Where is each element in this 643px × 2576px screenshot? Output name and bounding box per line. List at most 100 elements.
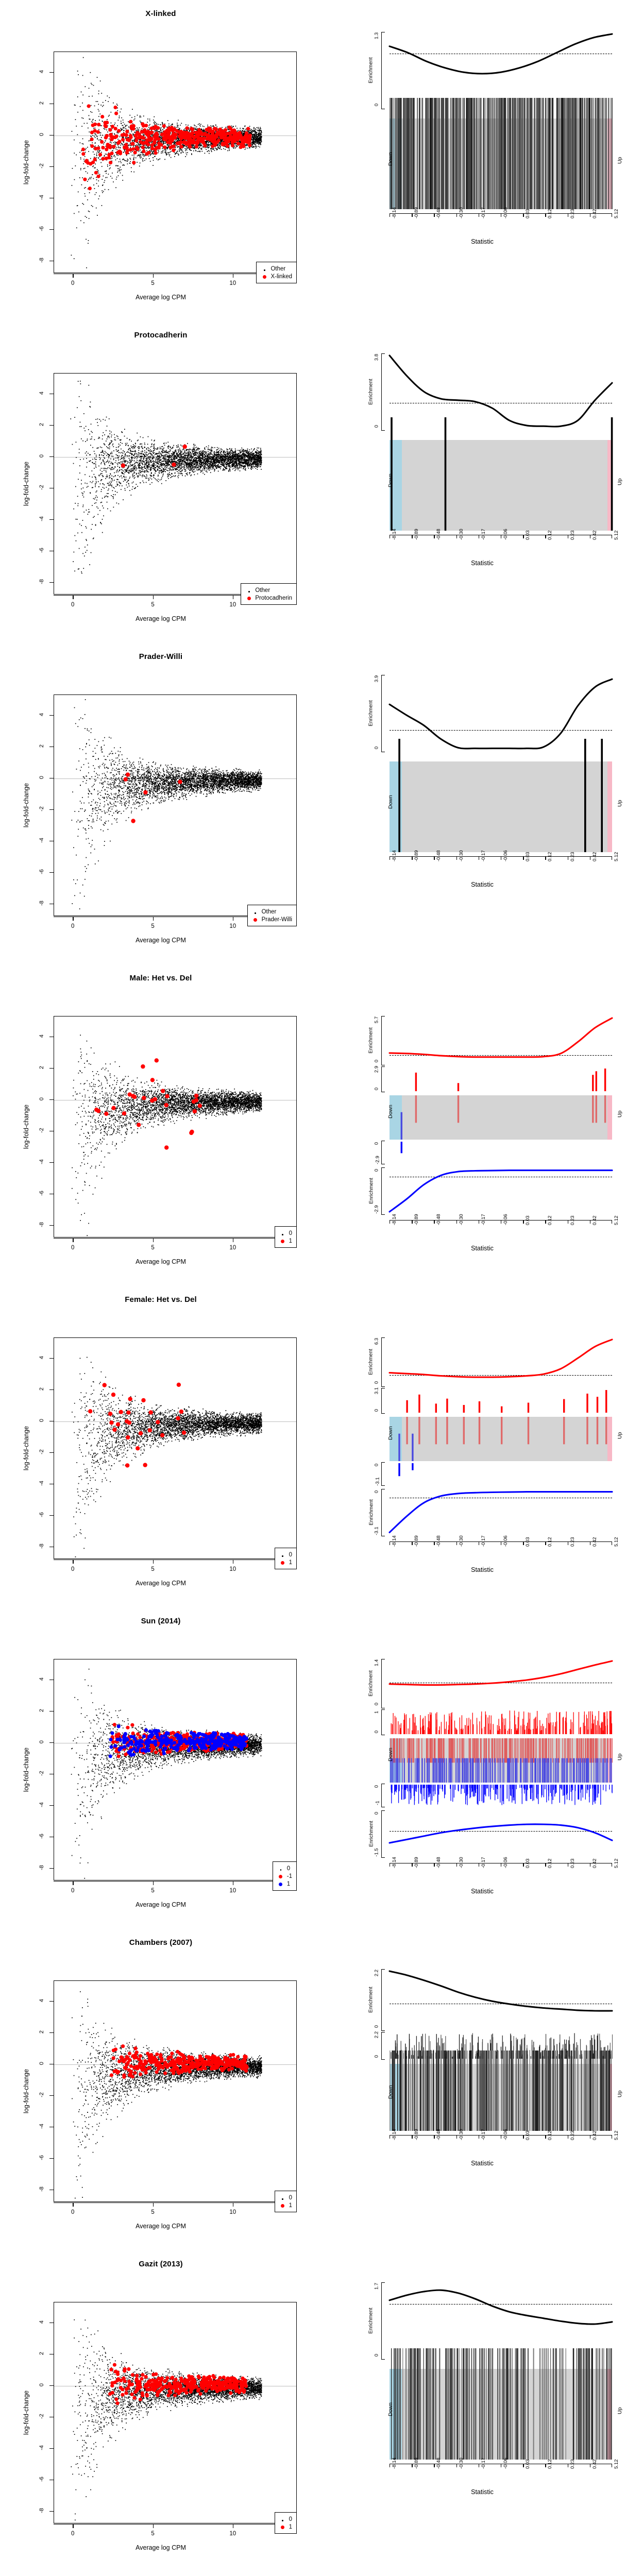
ma-legend-0: Other X-linked [256, 262, 297, 283]
y-tick-label: -2 [39, 1444, 45, 1460]
barcode-x-tick [545, 1541, 546, 1545]
barcode-x-tick-label: 0.42 [592, 209, 598, 219]
ma-plot-area-7 [54, 2302, 297, 2523]
barcode-x-tick-label: 0.42 [592, 2131, 598, 2141]
ma-x-axis-label: Average log CPM [0, 937, 321, 944]
legend-dot-large-icon [278, 1236, 287, 1246]
y-tick-label: -4 [39, 1797, 45, 1812]
weight-axis-bracket-top [381, 2032, 385, 2060]
barcode-x-tick-label: 0.03 [525, 2131, 531, 2141]
barcode-x-tick-label: 0.42 [592, 1859, 598, 1869]
figure-row-8: Chambers (2007) & Gazit (2013)420-2-4-6-… [0, 2572, 643, 2576]
ma-x-axis-label: Average log CPM [0, 2544, 321, 2551]
legend-label: Prader-Willi [260, 917, 292, 923]
enrichment-axis-bracket [381, 675, 385, 752]
legend-label: 1 [287, 2524, 292, 2530]
zero-reference-line [54, 778, 296, 779]
barcode-gene-lines [390, 1738, 613, 1783]
y-tick-mark [49, 582, 54, 583]
legend-row: 1 [278, 1237, 292, 1245]
barcode-gene-lines [398, 739, 603, 852]
barcode-x-tick-label: 0.42 [592, 531, 598, 540]
barcode-x-tick-label: 0.03 [525, 1537, 531, 1547]
ma-scatter-points [71, 2319, 262, 2521]
barcode-x-tick-label: -0.30 [459, 2129, 464, 2140]
ma-x-axis-label: Average log CPM [0, 1901, 321, 1908]
barcode-x-axis-label: Statistic [321, 881, 643, 888]
barcode-x-tick [545, 2464, 546, 2467]
y-tick-label: -2 [39, 1766, 45, 1781]
ma-plot-0: X-linked 4 2 0 -2 -4 -6 -8 0 5 10 log-fold-change Av… [0, 0, 321, 321]
barcode-x-axis-label: Statistic [321, 560, 643, 567]
y-tick-mark [49, 1805, 54, 1806]
x-tick-label: 10 [225, 923, 241, 929]
y-tick-label: -4 [39, 1476, 45, 1491]
barcode-x-tick-label: 5.12 [614, 531, 619, 540]
barcode-x-tick-label: 5.12 [614, 852, 619, 862]
ma-x-axis-label: Average log CPM [0, 615, 321, 622]
y-tick-label: 0 [39, 2056, 45, 2071]
panel-title: Male: Het vs. Del [0, 974, 321, 982]
legend-label: 1 [285, 1881, 290, 1887]
barcode-x-tick-label: 0.12 [547, 852, 553, 862]
barcode-x-tick-label: -0.30 [459, 1214, 464, 1225]
y-tick-label: -2 [39, 1123, 45, 1138]
x-tick-label: 0 [65, 2531, 80, 2537]
figure-row-7: Gazit (2013) 4 2 0 -2 -4 -6 -8 0 5 10 log-fold-chan… [0, 2250, 643, 2572]
barcode-x-tick [456, 2135, 457, 2139]
barcode-x-axis-label: Statistic [321, 2160, 643, 2167]
y-tick-mark [49, 2511, 54, 2512]
y-tick-label: 0 [39, 448, 45, 464]
barcode-up-region [607, 1095, 612, 1140]
y-tick-label: 2 [39, 417, 45, 432]
barcode-x-tick-label: -0.17 [481, 2458, 486, 2469]
barcode-x-tick-label: -8.14 [392, 1535, 397, 1547]
y-tick-mark [49, 425, 54, 426]
barcode-x-axis-label: Statistic [321, 238, 643, 245]
legend-row: 1 [278, 2201, 292, 2209]
figure-row-3: Male: Het vs. Del 4 2 0 -2 -4 -6 -8 0 5 10 log-fold… [0, 964, 643, 1286]
ma-plot-4: Female: Het vs. Del 4 2 0 -2 -4 -6 -8 0 5 10 log-fo… [0, 1286, 321, 1607]
barcode-x-tick-label: -0.30 [459, 529, 464, 540]
enrichment-axis-bracket [381, 353, 385, 431]
barcode-x-tick-label: 5.12 [614, 1859, 619, 1869]
weight-bars-down [398, 1463, 414, 1477]
y-tick-label: 4 [39, 2314, 45, 2330]
barcode-x-tick-label: -0.48 [436, 850, 442, 861]
figure-row-0: X-linked 4 2 0 -2 -4 -6 -8 0 5 10 log-fold-change Av… [0, 0, 643, 321]
ma-y-axis-label: log-fold-change [23, 1748, 30, 1792]
barcode-x-tick-label: 0.23 [570, 1216, 576, 1226]
barcode-x-tick-label: -0.48 [436, 2458, 442, 2469]
ma-y-axis-label: log-fold-change [23, 1105, 30, 1149]
legend-dot-large-icon [244, 594, 253, 603]
barcode-x-tick-label: 0.23 [570, 852, 576, 862]
barcode-x-tick-label: -0.48 [436, 529, 442, 540]
legend-row: X-linked [260, 273, 292, 280]
y-tick-label: -4 [39, 511, 45, 527]
weight-axis-bracket-bottom [381, 1462, 385, 1486]
barcode-x-tick-label: 0.12 [547, 2131, 553, 2141]
legend-dot-large-icon [278, 1558, 287, 1567]
enrichment-curve-down [388, 1170, 613, 1213]
ma-plot-2: Prader-Willi 4 2 0 -2 -4 -6 -8 0 5 10 log-fold-chan… [0, 643, 321, 964]
barcode-up-label: Up [617, 2091, 623, 2097]
ma-x-axis-label: Average log CPM [0, 1258, 321, 1265]
barcode-up-label: Up [617, 800, 623, 807]
figure-row-6: Chambers (2007) 4 2 0 -2 -4 -6 -8 0 5 10 log-fold-c… [0, 1929, 643, 2250]
barcode-x-tick-label: -0.89 [414, 850, 419, 861]
barcode-x-tick-label: -8.14 [392, 1214, 397, 1225]
ma-plot-5: Sun (2014) 4 2 0 -2 -4 -6 -8 0 5 10 log-fold-change… [0, 1607, 321, 1929]
barcode-x-tick-label: -0.30 [459, 2458, 464, 2469]
ma-x-axis-label: Average log CPM [0, 2223, 321, 2230]
x-tick-label: 5 [145, 923, 161, 929]
barcode-x-tick-label: -8.14 [392, 2129, 397, 2140]
y-tick-label: -8 [39, 1217, 45, 1232]
enrichment-axis-bracket [381, 1016, 385, 1065]
barcode-x-tick-label: 0.23 [570, 2460, 576, 2469]
barcode-plot-7: 1.7 0 Enrichment Down Up -8.14 -0.89 -0.48 -0.30… [321, 2250, 643, 2572]
y-tick-label: -8 [39, 2503, 45, 2518]
x-tick-mark [153, 917, 154, 921]
ma-scatter-points [70, 380, 262, 574]
barcode-up-label: Up [617, 479, 623, 485]
enrichment2-axis-bracket [381, 1489, 385, 1536]
